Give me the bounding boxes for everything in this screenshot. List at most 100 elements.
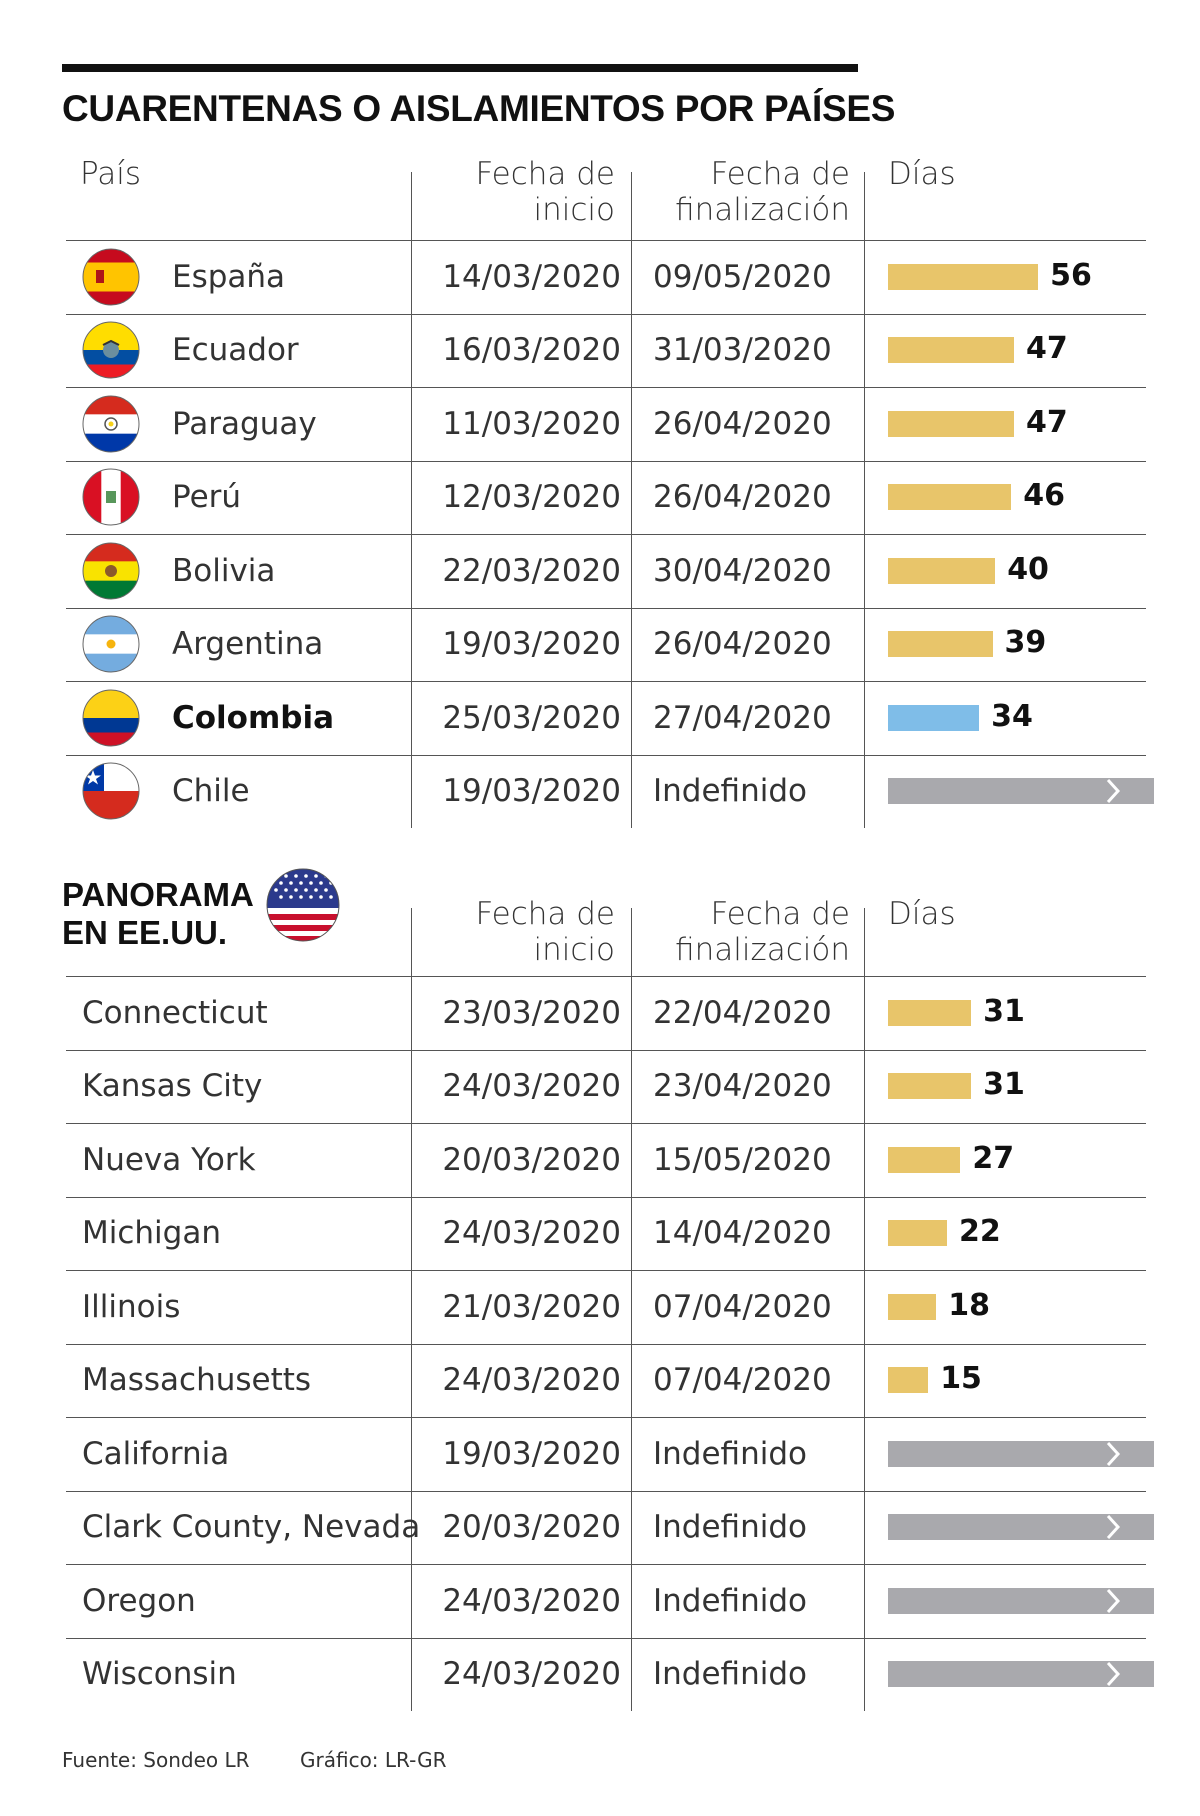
colombia-flag-icon: [82, 689, 140, 747]
us-header-inicio: Fecha de inicio: [410, 896, 616, 968]
country-row-start-date: 19/03/2020: [442, 626, 621, 663]
title-rule: [62, 64, 858, 72]
country-days-bar: [888, 410, 1014, 437]
country-row-start-date: 16/03/2020: [442, 332, 621, 369]
us-state-row-name: Connecticut: [82, 994, 268, 1031]
us-state-days-value: 18: [948, 1287, 990, 1323]
us-state-row-start-date: 20/03/2020: [442, 1141, 621, 1178]
country-row-end-date: 26/04/2020: [653, 626, 832, 663]
us-state-days-bar: [888, 1146, 961, 1173]
country-days-value: 56: [1050, 257, 1092, 293]
country-indefinite-bar-fill: [888, 778, 1154, 805]
us-state-days-bar: [888, 1220, 947, 1247]
us-state-row-end-date: Indefinido: [653, 1509, 807, 1546]
country-row-end-date: 26/04/2020: [653, 479, 832, 516]
us-state-row-name: Wisconsin: [82, 1656, 237, 1693]
country-row-end-date: 30/04/2020: [653, 552, 832, 589]
us-state-row-rule: [66, 1417, 1146, 1418]
paraguay-flag-icon: [82, 395, 140, 453]
us-state-row-end-date: 15/05/2020: [653, 1141, 832, 1178]
us-section-title-line2: EN EE.UU.: [62, 914, 228, 951]
country-row-start-date: 11/03/2020: [442, 405, 621, 442]
us-state-row-start-date: 24/03/2020: [442, 1068, 621, 1105]
country-row-start-date: 22/03/2020: [442, 552, 621, 589]
country-days-bar: [888, 337, 1014, 364]
country-col-divider: [864, 172, 865, 828]
country-row-name: Ecuador: [172, 332, 299, 369]
country-row-rule: [66, 387, 1146, 388]
us-state-days-value: 31: [983, 993, 1025, 1029]
us-state-row-name: Massachusetts: [82, 1362, 312, 1399]
us-state-row-end-date: Indefinido: [653, 1656, 807, 1693]
us-state-days-bar: [888, 999, 972, 1026]
us-state-indefinite-bar-fill: [888, 1661, 1154, 1688]
footer-source: Fuente: Sondeo LR: [62, 1748, 250, 1772]
us-state-days-bar: [888, 1073, 972, 1100]
country-row-rule: [66, 313, 1146, 315]
us-state-indefinite-bar: [888, 1587, 1154, 1614]
us-state-indefinite-bar-fill: [888, 1440, 1154, 1467]
country-days-value: 46: [1023, 478, 1066, 514]
us-state-row-rule: [66, 1564, 1146, 1565]
peru-flag-icon: [82, 468, 140, 526]
country-row-end-date: 09/05/2020: [653, 258, 832, 295]
us-state-row-end-date: 07/04/2020: [653, 1362, 832, 1399]
header-inicio: Fecha de inicio: [410, 156, 616, 228]
us-state-days-bar: [888, 1293, 937, 1320]
us-state-row-start-date: 24/03/2020: [442, 1362, 621, 1399]
us-state-row-rule: [66, 1049, 1146, 1051]
country-days-value: 40: [1007, 551, 1049, 587]
country-days-bar: [888, 484, 1012, 511]
us-state-row-end-date: 23/04/2020: [653, 1068, 832, 1105]
us-state-row-start-date: 21/03/2020: [442, 1288, 621, 1325]
us-header-inicio-line2: inicio: [533, 932, 616, 968]
us-header-inicio-line1: Fecha de: [475, 896, 616, 932]
us-state-row-name: Oregon: [82, 1582, 196, 1619]
us-header-fin: Fecha de finalización: [640, 896, 850, 968]
us-state-row-rule: [66, 1490, 1146, 1492]
us-state-row-rule: [66, 1123, 1146, 1124]
us-state-row-end-date: Indefinido: [653, 1435, 807, 1472]
country-row-rule: [66, 460, 1146, 462]
us-state-indefinite-chevron-icon: [1106, 1441, 1121, 1466]
us-state-row-rule: [66, 1270, 1146, 1271]
country-indefinite-chevron-icon: [1106, 779, 1121, 804]
country-days-value: 39: [1004, 625, 1047, 661]
country-col-divider: [631, 172, 632, 828]
us-state-indefinite-bar-fill: [888, 1514, 1154, 1541]
country-row-end-date: 26/04/2020: [653, 405, 832, 442]
us-state-row-end-date: 14/04/2020: [653, 1215, 832, 1252]
country-row-rule: [66, 681, 1146, 682]
country-days-value: 47: [1025, 404, 1068, 440]
us-state-row-end-date: 07/04/2020: [653, 1288, 832, 1325]
us-state-row-name: California: [82, 1435, 230, 1472]
country-days-bar: [888, 557, 996, 584]
country-row-start-date: 12/03/2020: [442, 479, 621, 516]
country-row-end-date: 31/03/2020: [653, 332, 832, 369]
country-days-bar: [888, 631, 993, 658]
country-row-name: Paraguay: [172, 405, 317, 442]
header-inicio-line2: inicio: [533, 192, 616, 228]
us-state-row-start-date: 20/03/2020: [442, 1509, 621, 1546]
chart-title: CUARENTENAS O AISLAMIENTOS POR PAÍSES: [62, 88, 896, 129]
us-state-row-name: Illinois: [82, 1288, 181, 1325]
bolivia-flag-icon: [82, 542, 140, 600]
us-header-fin-line1: Fecha de: [710, 896, 851, 932]
us-header-fin-line2: finalización: [675, 932, 850, 968]
country-indefinite-bar: [888, 778, 1154, 805]
us-state-col-divider: [411, 908, 412, 1711]
us-state-row-start-date: 24/03/2020: [442, 1215, 621, 1252]
header-dias: Días: [888, 156, 956, 192]
country-row-name: España: [172, 258, 286, 295]
us-state-row-start-date: 24/03/2020: [442, 1582, 621, 1619]
us-state-col-divider: [631, 908, 632, 1711]
header-inicio-line1: Fecha de: [475, 156, 616, 192]
us-state-row-name: Clark County, Nevada: [82, 1509, 421, 1546]
us-state-row-start-date: 24/03/2020: [442, 1656, 621, 1693]
us-state-days-value: 31: [983, 1067, 1025, 1103]
country-days-value: 47: [1025, 331, 1068, 367]
us-state-row-name: Michigan: [82, 1215, 221, 1252]
us-state-days-value: 22: [958, 1214, 1001, 1250]
country-days-value: 34: [991, 698, 1033, 734]
country-row-end-date: Indefinido: [653, 773, 807, 810]
